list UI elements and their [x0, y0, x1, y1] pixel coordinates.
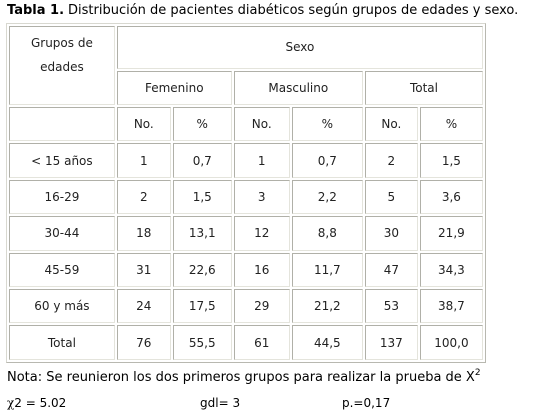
- table-cell: 3,6: [419, 179, 483, 215]
- table-cell: 21,2: [291, 289, 363, 324]
- header-femenino: Femenino: [116, 70, 232, 105]
- footnote-superscript: 2: [474, 368, 481, 378]
- table-cell: 24: [116, 289, 171, 324]
- table-cell: 21,9: [419, 216, 483, 251]
- data-table: Grupos de edades Sexo Femenino Masculino…: [6, 23, 486, 363]
- table-cell: 2,2: [291, 179, 363, 215]
- empty-header-cell: [9, 106, 115, 142]
- table-cell: 17,5: [172, 289, 232, 324]
- row-group-cell: 16-29: [9, 179, 115, 215]
- row-group-cell: 30-44: [9, 216, 115, 251]
- footnote: Nota: Se reunieron los dos primeros grup…: [7, 368, 481, 385]
- table-cell: 2: [116, 179, 171, 215]
- group-header-cell: Grupos de edades: [9, 26, 115, 105]
- table-cell: 2: [364, 143, 418, 178]
- group-header-line2: edades: [40, 60, 84, 74]
- subheader-cell: No.: [233, 106, 290, 142]
- table-cell: 1,5: [172, 179, 232, 215]
- subheader-cell: %: [419, 106, 483, 142]
- chi-square-value: χ2 = 5.02: [7, 396, 66, 410]
- table-cell: 16: [233, 252, 290, 288]
- table-row: 30-44 18 13,1 12 8,8 30 21,9: [9, 216, 483, 251]
- table-cell: 76: [116, 325, 171, 360]
- table-cell: 11,7: [291, 252, 363, 288]
- table-cell: 100,0: [419, 325, 483, 360]
- table-cell: 44,5: [291, 325, 363, 360]
- table-cell: 53: [364, 289, 418, 324]
- table-cell: 31: [116, 252, 171, 288]
- p-value: p.=0,17: [342, 396, 391, 410]
- table-cell: 1: [116, 143, 171, 178]
- table-cell: 22,6: [172, 252, 232, 288]
- table-row: 60 y más 24 17,5 29 21,2 53 38,7: [9, 289, 483, 324]
- caption-label: Tabla 1.: [7, 3, 65, 18]
- caption-text: Distribución de pacientes diabéticos seg…: [68, 3, 519, 18]
- table-cell: 3: [233, 179, 290, 215]
- table-cell: 29: [233, 289, 290, 324]
- sexo-header-cell: Sexo: [116, 26, 483, 69]
- footnote-text: Nota: Se reunieron los dos primeros grup…: [7, 370, 475, 385]
- table-cell: 55,5: [172, 325, 232, 360]
- table-cell: 1,5: [419, 143, 483, 178]
- degrees-of-freedom: gdl= 3: [200, 396, 241, 410]
- table-row: < 15 años 1 0,7 1 0,7 2 1,5: [9, 143, 483, 178]
- group-header-line1: Grupos de: [30, 36, 93, 50]
- subheader-cell: No.: [364, 106, 418, 142]
- table-cell: 12: [233, 216, 290, 251]
- table-cell: 38,7: [419, 289, 483, 324]
- subheader-cell: %: [291, 106, 363, 142]
- header-row-sub: No. % No. % No. %: [9, 106, 483, 142]
- table-row: 16-29 2 1,5 3 2,2 5 3,6: [9, 179, 483, 215]
- table-cell: 13,1: [172, 216, 232, 251]
- table-cell: 0,7: [172, 143, 232, 178]
- table-cell: 30: [364, 216, 418, 251]
- table-cell: 47: [364, 252, 418, 288]
- row-group-cell: 45-59: [9, 252, 115, 288]
- header-masculino: Masculino: [233, 70, 363, 105]
- subheader-cell: %: [172, 106, 232, 142]
- row-group-cell: < 15 años: [9, 143, 115, 178]
- row-group-cell: 60 y más: [9, 289, 115, 324]
- table-cell: 61: [233, 325, 290, 360]
- table-cell: 18: [116, 216, 171, 251]
- table-cell: 34,3: [419, 252, 483, 288]
- total-row: Total 76 55,5 61 44,5 137 100,0: [9, 325, 483, 360]
- row-group-cell: Total: [9, 325, 115, 360]
- chi-value-text: 2 = 5.02: [14, 396, 67, 410]
- subheader-cell: No.: [116, 106, 171, 142]
- table-row: 45-59 31 22,6 16 11,7 47 34,3: [9, 252, 483, 288]
- header-row-top: Grupos de edades Sexo: [9, 26, 483, 105]
- table-caption: Tabla 1. Distribución de pacientes diabét…: [7, 2, 518, 19]
- table-cell: 5: [364, 179, 418, 215]
- table-cell: 1: [233, 143, 290, 178]
- header-row-sex: Femenino Masculino Total: [9, 70, 483, 105]
- chi-symbol: χ: [7, 396, 15, 410]
- table-cell: 0,7: [291, 143, 363, 178]
- table-cell: 8,8: [291, 216, 363, 251]
- table-cell: 137: [364, 325, 418, 360]
- header-total: Total: [364, 70, 483, 105]
